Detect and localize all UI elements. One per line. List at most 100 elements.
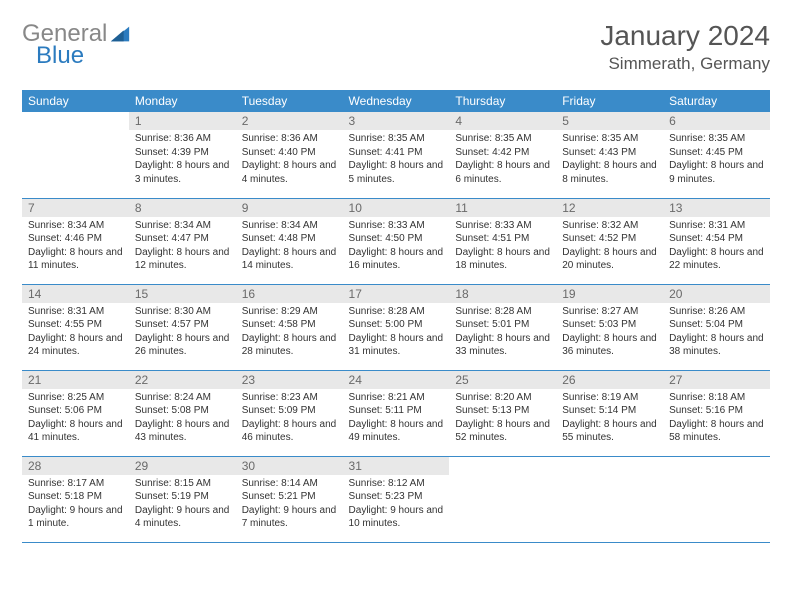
sunrise-text: Sunrise: 8:33 AM <box>455 219 550 233</box>
daylight-text: Daylight: 8 hours and 33 minutes. <box>455 332 550 359</box>
calendar-cell: 23Sunrise: 8:23 AMSunset: 5:09 PMDayligh… <box>236 370 343 456</box>
day-body: Sunrise: 8:18 AMSunset: 5:16 PMDaylight:… <box>663 389 770 449</box>
calendar-table: Sunday Monday Tuesday Wednesday Thursday… <box>22 90 770 543</box>
calendar-cell: 11Sunrise: 8:33 AMSunset: 4:51 PMDayligh… <box>449 198 556 284</box>
day-number: 7 <box>22 199 129 217</box>
sunset-text: Sunset: 4:50 PM <box>349 232 444 246</box>
weekday-header: Saturday <box>663 90 770 112</box>
weekday-header: Wednesday <box>343 90 450 112</box>
day-number: 19 <box>556 285 663 303</box>
calendar-cell: 15Sunrise: 8:30 AMSunset: 4:57 PMDayligh… <box>129 284 236 370</box>
day-body: Sunrise: 8:34 AMSunset: 4:46 PMDaylight:… <box>22 217 129 277</box>
calendar-cell: 10Sunrise: 8:33 AMSunset: 4:50 PMDayligh… <box>343 198 450 284</box>
day-number: 18 <box>449 285 556 303</box>
calendar-cell <box>663 456 770 542</box>
logo-blue-row: Blue <box>36 42 84 70</box>
day-body: Sunrise: 8:14 AMSunset: 5:21 PMDaylight:… <box>236 475 343 535</box>
sunrise-text: Sunrise: 8:35 AM <box>349 132 444 146</box>
calendar-cell: 7Sunrise: 8:34 AMSunset: 4:46 PMDaylight… <box>22 198 129 284</box>
title-block: January 2024 Simmerath, Germany <box>600 20 770 74</box>
daylight-text: Daylight: 8 hours and 28 minutes. <box>242 332 337 359</box>
day-body: Sunrise: 8:33 AMSunset: 4:50 PMDaylight:… <box>343 217 450 277</box>
sunrise-text: Sunrise: 8:36 AM <box>135 132 230 146</box>
day-number: 4 <box>449 112 556 130</box>
day-body: Sunrise: 8:19 AMSunset: 5:14 PMDaylight:… <box>556 389 663 449</box>
day-body: Sunrise: 8:28 AMSunset: 5:01 PMDaylight:… <box>449 303 556 363</box>
sunset-text: Sunset: 4:55 PM <box>28 318 123 332</box>
logo-text-blue: Blue <box>36 42 84 70</box>
weekday-header: Thursday <box>449 90 556 112</box>
sunrise-text: Sunrise: 8:29 AM <box>242 305 337 319</box>
daylight-text: Daylight: 8 hours and 18 minutes. <box>455 246 550 273</box>
sunset-text: Sunset: 5:04 PM <box>669 318 764 332</box>
day-body: Sunrise: 8:35 AMSunset: 4:41 PMDaylight:… <box>343 130 450 190</box>
sunset-text: Sunset: 4:46 PM <box>28 232 123 246</box>
weekday-header-row: Sunday Monday Tuesday Wednesday Thursday… <box>22 90 770 112</box>
daylight-text: Daylight: 9 hours and 4 minutes. <box>135 504 230 531</box>
daylight-text: Daylight: 8 hours and 52 minutes. <box>455 418 550 445</box>
sunrise-text: Sunrise: 8:18 AM <box>669 391 764 405</box>
sunrise-text: Sunrise: 8:19 AM <box>562 391 657 405</box>
day-body: Sunrise: 8:34 AMSunset: 4:48 PMDaylight:… <box>236 217 343 277</box>
sunrise-text: Sunrise: 8:27 AM <box>562 305 657 319</box>
sunrise-text: Sunrise: 8:30 AM <box>135 305 230 319</box>
sunset-text: Sunset: 5:11 PM <box>349 404 444 418</box>
daylight-text: Daylight: 8 hours and 41 minutes. <box>28 418 123 445</box>
calendar-cell: 24Sunrise: 8:21 AMSunset: 5:11 PMDayligh… <box>343 370 450 456</box>
day-number: 15 <box>129 285 236 303</box>
logo-triangle-icon <box>109 23 131 45</box>
daylight-text: Daylight: 8 hours and 24 minutes. <box>28 332 123 359</box>
sunset-text: Sunset: 5:03 PM <box>562 318 657 332</box>
daylight-text: Daylight: 8 hours and 5 minutes. <box>349 159 444 186</box>
day-number: 8 <box>129 199 236 217</box>
calendar-cell: 5Sunrise: 8:35 AMSunset: 4:43 PMDaylight… <box>556 112 663 198</box>
calendar-week-row: 21Sunrise: 8:25 AMSunset: 5:06 PMDayligh… <box>22 370 770 456</box>
day-body: Sunrise: 8:20 AMSunset: 5:13 PMDaylight:… <box>449 389 556 449</box>
day-number: 28 <box>22 457 129 475</box>
calendar-cell: 2Sunrise: 8:36 AMSunset: 4:40 PMDaylight… <box>236 112 343 198</box>
calendar-cell: 30Sunrise: 8:14 AMSunset: 5:21 PMDayligh… <box>236 456 343 542</box>
calendar-week-row: 28Sunrise: 8:17 AMSunset: 5:18 PMDayligh… <box>22 456 770 542</box>
sunrise-text: Sunrise: 8:35 AM <box>669 132 764 146</box>
day-number: 23 <box>236 371 343 389</box>
sunrise-text: Sunrise: 8:31 AM <box>669 219 764 233</box>
calendar-cell: 20Sunrise: 8:26 AMSunset: 5:04 PMDayligh… <box>663 284 770 370</box>
daylight-text: Daylight: 8 hours and 46 minutes. <box>242 418 337 445</box>
sunrise-text: Sunrise: 8:32 AM <box>562 219 657 233</box>
calendar-cell <box>449 456 556 542</box>
day-body: Sunrise: 8:24 AMSunset: 5:08 PMDaylight:… <box>129 389 236 449</box>
calendar-cell: 28Sunrise: 8:17 AMSunset: 5:18 PMDayligh… <box>22 456 129 542</box>
calendar-cell: 17Sunrise: 8:28 AMSunset: 5:00 PMDayligh… <box>343 284 450 370</box>
daylight-text: Daylight: 8 hours and 16 minutes. <box>349 246 444 273</box>
day-body: Sunrise: 8:17 AMSunset: 5:18 PMDaylight:… <box>22 475 129 535</box>
day-number: 30 <box>236 457 343 475</box>
sunset-text: Sunset: 4:51 PM <box>455 232 550 246</box>
calendar-cell: 31Sunrise: 8:12 AMSunset: 5:23 PMDayligh… <box>343 456 450 542</box>
sunset-text: Sunset: 5:09 PM <box>242 404 337 418</box>
day-body: Sunrise: 8:30 AMSunset: 4:57 PMDaylight:… <box>129 303 236 363</box>
day-body: Sunrise: 8:36 AMSunset: 4:39 PMDaylight:… <box>129 130 236 190</box>
daylight-text: Daylight: 8 hours and 6 minutes. <box>455 159 550 186</box>
day-body: Sunrise: 8:26 AMSunset: 5:04 PMDaylight:… <box>663 303 770 363</box>
sunset-text: Sunset: 5:18 PM <box>28 490 123 504</box>
day-body: Sunrise: 8:29 AMSunset: 4:58 PMDaylight:… <box>236 303 343 363</box>
sunrise-text: Sunrise: 8:21 AM <box>349 391 444 405</box>
day-number: 20 <box>663 285 770 303</box>
header: General January 2024 Simmerath, Germany <box>22 20 770 74</box>
day-body: Sunrise: 8:33 AMSunset: 4:51 PMDaylight:… <box>449 217 556 277</box>
calendar-week-row: 14Sunrise: 8:31 AMSunset: 4:55 PMDayligh… <box>22 284 770 370</box>
sunset-text: Sunset: 4:43 PM <box>562 146 657 160</box>
day-body: Sunrise: 8:27 AMSunset: 5:03 PMDaylight:… <box>556 303 663 363</box>
calendar-cell: 9Sunrise: 8:34 AMSunset: 4:48 PMDaylight… <box>236 198 343 284</box>
sunset-text: Sunset: 4:47 PM <box>135 232 230 246</box>
daylight-text: Daylight: 8 hours and 8 minutes. <box>562 159 657 186</box>
sunrise-text: Sunrise: 8:36 AM <box>242 132 337 146</box>
location: Simmerath, Germany <box>600 54 770 74</box>
daylight-text: Daylight: 9 hours and 7 minutes. <box>242 504 337 531</box>
daylight-text: Daylight: 9 hours and 1 minute. <box>28 504 123 531</box>
daylight-text: Daylight: 8 hours and 49 minutes. <box>349 418 444 445</box>
calendar-cell: 16Sunrise: 8:29 AMSunset: 4:58 PMDayligh… <box>236 284 343 370</box>
weekday-header: Sunday <box>22 90 129 112</box>
sunrise-text: Sunrise: 8:26 AM <box>669 305 764 319</box>
daylight-text: Daylight: 9 hours and 10 minutes. <box>349 504 444 531</box>
